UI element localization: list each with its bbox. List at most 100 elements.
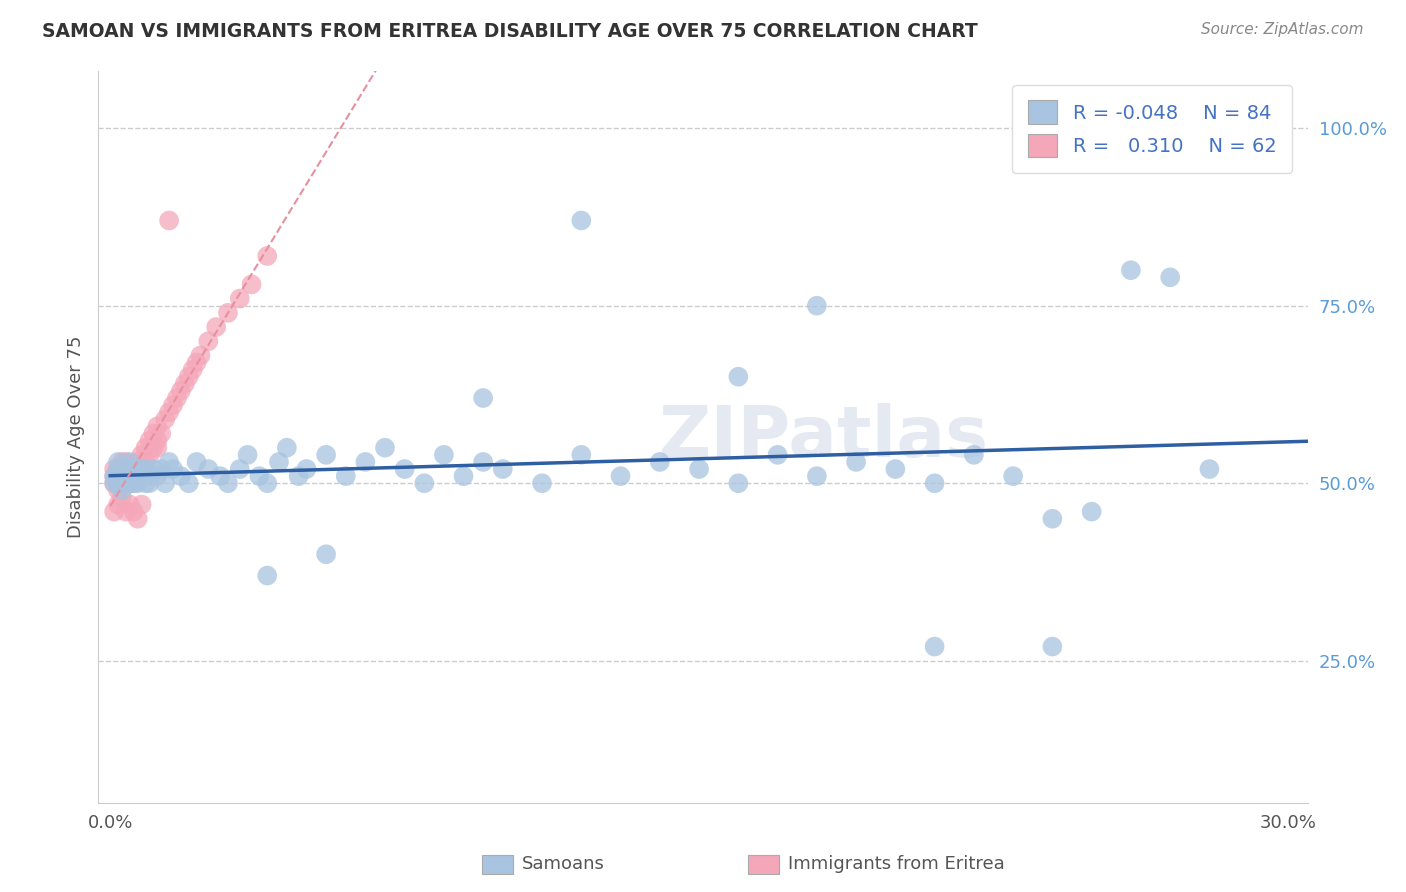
- Point: [111, 455, 134, 469]
- Point: [209, 469, 232, 483]
- Point: [135, 455, 157, 469]
- Point: [569, 213, 592, 227]
- Point: [153, 412, 176, 426]
- Point: [138, 476, 160, 491]
- Point: [146, 434, 169, 448]
- Point: [197, 334, 219, 349]
- Point: [103, 476, 125, 491]
- Point: [111, 476, 134, 491]
- Point: [118, 498, 141, 512]
- Point: [135, 462, 157, 476]
- Point: [413, 476, 436, 491]
- Point: [135, 441, 157, 455]
- Point: [569, 448, 592, 462]
- Point: [1159, 270, 1181, 285]
- Point: [1080, 505, 1102, 519]
- Point: [142, 426, 165, 441]
- Point: [115, 462, 138, 476]
- Point: [240, 277, 263, 292]
- Point: [845, 455, 868, 469]
- Point: [107, 462, 129, 476]
- Point: [162, 398, 184, 412]
- Point: [162, 462, 184, 476]
- Point: [103, 505, 125, 519]
- Point: [111, 462, 134, 476]
- Point: [127, 469, 149, 483]
- Point: [531, 476, 554, 491]
- Point: [157, 213, 180, 227]
- Point: [111, 491, 134, 505]
- Point: [256, 249, 278, 263]
- Point: [115, 455, 138, 469]
- Point: [688, 462, 710, 476]
- Point: [111, 469, 134, 483]
- Point: [103, 462, 125, 476]
- Text: ZIPatlas: ZIPatlas: [659, 402, 988, 472]
- Point: [295, 462, 318, 476]
- Point: [609, 469, 631, 483]
- Point: [256, 568, 278, 582]
- Point: [146, 419, 169, 434]
- Point: [177, 476, 200, 491]
- Point: [111, 476, 134, 491]
- Point: [229, 292, 252, 306]
- Point: [394, 462, 416, 476]
- Point: [135, 476, 157, 491]
- Point: [924, 476, 946, 491]
- Text: Immigrants from Eritrea: Immigrants from Eritrea: [787, 855, 1004, 873]
- Point: [1002, 469, 1025, 483]
- Point: [186, 355, 208, 369]
- Point: [103, 469, 125, 483]
- Point: [648, 455, 671, 469]
- Point: [1198, 462, 1220, 476]
- Point: [1042, 640, 1064, 654]
- Point: [287, 469, 309, 483]
- Point: [107, 476, 129, 491]
- Point: [177, 369, 200, 384]
- Point: [107, 483, 129, 498]
- Text: SAMOAN VS IMMIGRANTS FROM ERITREA DISABILITY AGE OVER 75 CORRELATION CHART: SAMOAN VS IMMIGRANTS FROM ERITREA DISABI…: [42, 22, 979, 41]
- Point: [127, 455, 149, 469]
- Point: [138, 469, 160, 483]
- Point: [111, 462, 134, 476]
- Point: [127, 476, 149, 491]
- Point: [190, 348, 212, 362]
- Point: [118, 469, 141, 483]
- Point: [131, 448, 153, 462]
- Point: [150, 426, 173, 441]
- Point: [127, 469, 149, 483]
- Point: [217, 306, 239, 320]
- Point: [806, 299, 828, 313]
- Point: [884, 462, 907, 476]
- Point: [118, 462, 141, 476]
- Point: [122, 462, 145, 476]
- Point: [115, 476, 138, 491]
- Point: [131, 498, 153, 512]
- Point: [472, 391, 495, 405]
- Point: [315, 448, 337, 462]
- Text: Samoans: Samoans: [522, 855, 605, 873]
- Point: [118, 476, 141, 491]
- Point: [118, 462, 141, 476]
- Point: [229, 462, 252, 476]
- Point: [963, 448, 986, 462]
- Point: [197, 462, 219, 476]
- Point: [107, 469, 129, 483]
- Point: [122, 462, 145, 476]
- Point: [131, 462, 153, 476]
- Point: [236, 448, 259, 462]
- Point: [115, 462, 138, 476]
- Point: [103, 476, 125, 491]
- Point: [433, 448, 456, 462]
- Point: [1119, 263, 1142, 277]
- Point: [181, 362, 204, 376]
- Point: [127, 462, 149, 476]
- Point: [103, 469, 125, 483]
- Point: [157, 455, 180, 469]
- Point: [122, 469, 145, 483]
- Point: [146, 441, 169, 455]
- Point: [115, 469, 138, 483]
- Point: [1042, 512, 1064, 526]
- Point: [247, 469, 270, 483]
- Point: [118, 476, 141, 491]
